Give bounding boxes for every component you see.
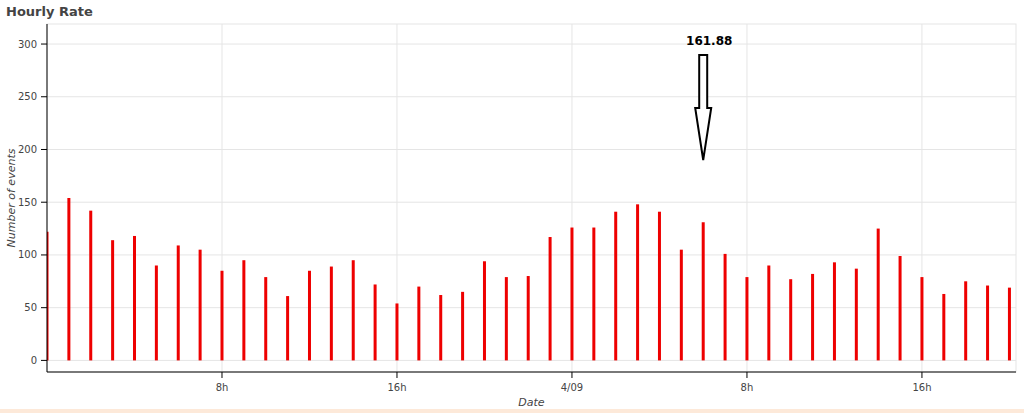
x-grid-line — [746, 24, 747, 372]
bar — [220, 271, 223, 361]
bar — [199, 250, 202, 361]
y-grid-line — [47, 360, 1016, 361]
bar — [702, 222, 705, 360]
bar — [133, 236, 136, 360]
bar — [811, 274, 814, 360]
x-grid-line — [221, 24, 222, 372]
y-tick-label: 100 — [18, 249, 37, 260]
bar — [767, 265, 770, 360]
bar — [308, 271, 311, 361]
y-axis-line — [47, 24, 48, 372]
annotation-arrow — [695, 55, 711, 160]
x-axis-label: Date — [518, 396, 545, 409]
y-grid-line — [47, 149, 1016, 150]
bar — [286, 296, 289, 360]
bar — [570, 228, 573, 361]
x-grid-line — [396, 24, 397, 372]
x-tick-label: 8h — [741, 382, 754, 393]
bar — [111, 240, 114, 360]
bar — [592, 228, 595, 361]
y-grid-line — [47, 254, 1016, 255]
bar — [483, 261, 486, 360]
bar — [724, 254, 727, 361]
y-tick — [41, 44, 47, 45]
bar — [89, 211, 92, 361]
bar — [614, 212, 617, 361]
y-grid-line — [47, 202, 1016, 203]
y-grid-line — [47, 96, 1016, 97]
bar — [942, 294, 945, 360]
y-grid-line — [47, 307, 1016, 308]
x-axis-line — [47, 372, 1016, 373]
bar — [527, 276, 530, 360]
bar — [374, 284, 377, 360]
x-tick — [571, 372, 572, 378]
y-tick-label: 200 — [18, 144, 37, 155]
bar — [877, 229, 880, 361]
bar — [549, 237, 552, 360]
bar — [920, 277, 923, 360]
y-tick — [41, 149, 47, 150]
y-tick-label: 150 — [18, 197, 37, 208]
bar — [833, 262, 836, 360]
bar — [330, 267, 333, 361]
bar — [789, 279, 792, 360]
bar — [352, 260, 355, 360]
x-tick — [921, 372, 922, 378]
bar — [461, 292, 464, 361]
x-tick-label: 16h — [912, 382, 931, 393]
bar — [439, 295, 442, 360]
bar — [636, 204, 639, 360]
annotation-text: 161.88 — [686, 34, 732, 48]
y-tick — [41, 254, 47, 255]
bar — [1008, 288, 1011, 361]
y-grid-line — [47, 44, 1016, 45]
x-tick — [396, 372, 397, 378]
bar — [899, 256, 902, 360]
chart-root: 0 50 100 150 200 250 300 8h 16h 4/09 8h 16h Hourly R… — [0, 0, 1024, 413]
x-tick — [221, 372, 222, 378]
y-tick-label: 50 — [24, 302, 37, 313]
y-axis-label: Number of events — [5, 148, 18, 247]
bar — [67, 198, 70, 360]
x-tick-label: 4/09 — [561, 382, 583, 393]
y-tick — [41, 96, 47, 97]
y-tick-label: 0 — [31, 355, 37, 366]
page-border — [0, 409, 1024, 413]
bar — [395, 303, 398, 360]
bar — [964, 281, 967, 360]
bar — [177, 245, 180, 360]
y-tick — [41, 202, 47, 203]
bar — [986, 286, 989, 361]
bar — [417, 287, 420, 361]
y-tick-label: 300 — [18, 39, 37, 50]
y-tick — [41, 360, 47, 361]
bar — [745, 277, 748, 360]
bar — [680, 250, 683, 361]
bar — [242, 260, 245, 360]
y-tick-label: 250 — [18, 91, 37, 102]
bar — [855, 269, 858, 361]
x-tick-label: 16h — [387, 382, 406, 393]
bar — [505, 277, 508, 360]
chart-svg: 0 50 100 150 200 250 300 8h 16h 4/09 8h 16h Hourly R… — [0, 0, 1024, 413]
bar — [658, 212, 661, 361]
x-tick-label: 8h — [216, 382, 229, 393]
bars — [47, 198, 1011, 360]
x-grid-line — [921, 24, 922, 372]
x-tick — [746, 372, 747, 378]
plot-frame — [47, 24, 1016, 372]
x-grid-line — [571, 24, 572, 372]
chart-title: Hourly Rate — [6, 4, 93, 19]
bar — [155, 265, 158, 360]
y-tick — [41, 307, 47, 308]
bar — [264, 277, 267, 360]
